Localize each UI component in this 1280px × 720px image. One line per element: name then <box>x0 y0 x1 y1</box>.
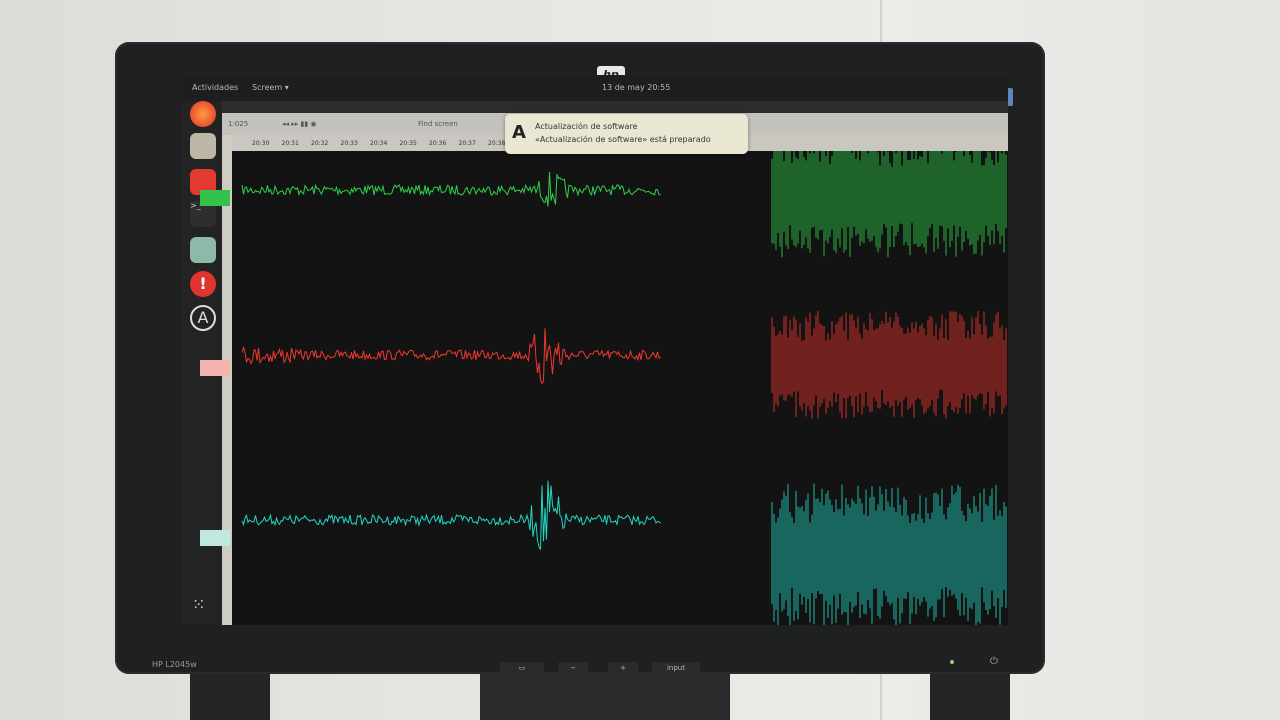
channel-label-3 <box>200 530 230 546</box>
time-tick: 20:38 <box>488 140 506 147</box>
notification-title: Actualización de software <box>535 122 638 131</box>
trace-channel-3 <box>241 480 661 550</box>
files-icon[interactable] <box>190 133 216 159</box>
monitor-stand-center <box>480 674 730 720</box>
app-menu[interactable]: Screem ▾ <box>252 83 289 92</box>
minus-button[interactable]: − <box>558 662 588 674</box>
trace-channel-2 <box>241 328 661 385</box>
plus-button[interactable]: + <box>608 662 638 674</box>
image-viewer-icon[interactable] <box>190 237 216 263</box>
time-tick: 20:35 <box>399 140 417 147</box>
software-update-icon[interactable]: A <box>190 305 216 331</box>
traces-svg <box>241 151 1007 625</box>
time-tick: 20:31 <box>281 140 299 147</box>
software-update-icon: A <box>512 122 526 143</box>
time-tick: 20:33 <box>340 140 358 147</box>
power-led <box>950 660 954 664</box>
trace-channel-1 <box>241 171 661 207</box>
playback-controls[interactable]: ◂◂ ▸▸ ▮▮ ◉ <box>282 120 317 128</box>
software-update-notification[interactable]: A Actualización de software «Actualizaci… <box>505 114 748 154</box>
find-field[interactable]: Find screen <box>418 120 458 128</box>
monitor-model: HP L2045w <box>152 660 197 669</box>
screen: Actividades Screem ▾ 13 de may 20:55 ▣ ◉… <box>182 75 1008 625</box>
time-tick: 20:34 <box>370 140 388 147</box>
menu-button[interactable]: ▭ <box>500 662 544 674</box>
input-button[interactable]: input <box>652 662 700 674</box>
clock[interactable]: 13 de may 20:55 <box>602 83 671 92</box>
monitor-stand-right <box>930 674 1010 720</box>
power-button[interactable]: ⏻ <box>990 656 998 667</box>
seismograph-window: 1:025 ◂◂ ▸▸ ▮▮ ◉ Find screen 20:30 20:31 2… <box>200 113 1008 625</box>
notification-body: «Actualización de software» está prepara… <box>535 135 711 144</box>
time-tick: 20:36 <box>429 140 447 147</box>
alert-icon[interactable]: ! <box>190 271 216 297</box>
activities-button[interactable]: Actividades <box>192 83 239 92</box>
time-tick: 20:37 <box>458 140 476 147</box>
time-tick: 20:32 <box>311 140 329 147</box>
monitor-stand-left <box>190 674 270 720</box>
channel-label-2 <box>200 360 230 376</box>
seismogram-plot <box>232 135 1008 625</box>
channel-label-1 <box>200 190 230 206</box>
top-bar: Actividades Screem ▾ 13 de may 20:55 <box>182 75 1008 101</box>
channel-labels <box>200 135 232 625</box>
firefox-icon[interactable] <box>190 101 216 127</box>
zoom-value[interactable]: 1:025 <box>228 120 249 128</box>
time-tick: 20:30 <box>252 140 270 147</box>
show-apps-icon[interactable]: ⁙ <box>192 595 206 614</box>
